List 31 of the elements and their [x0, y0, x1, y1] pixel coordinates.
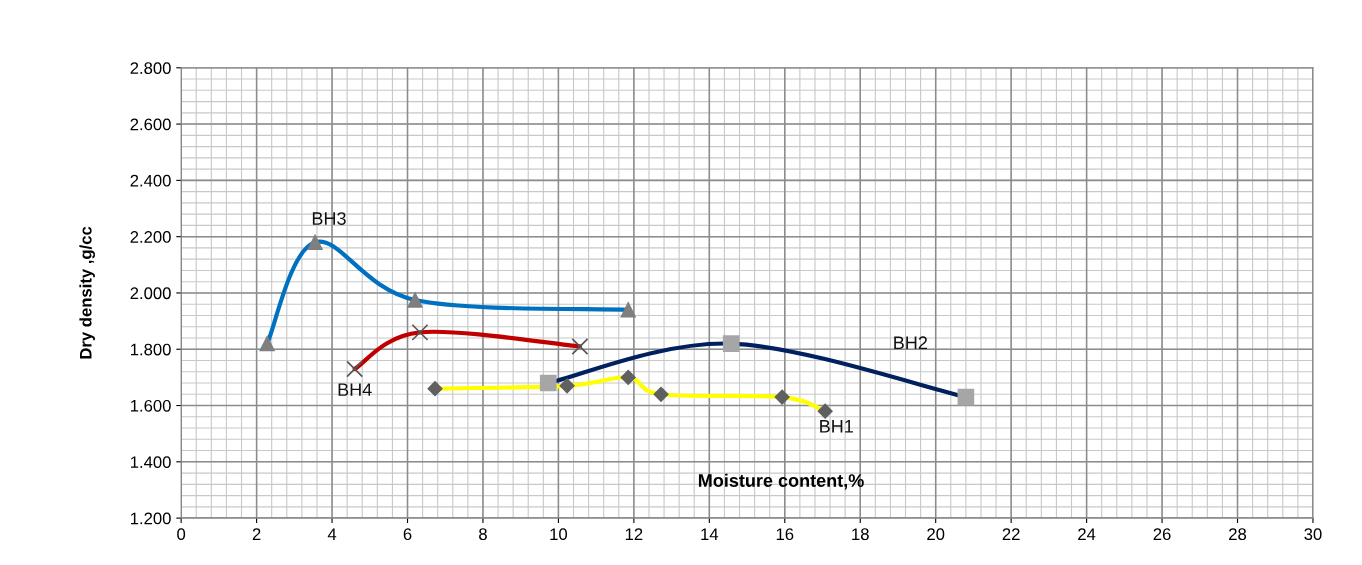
x-axis-title: Moisture content,%: [698, 473, 864, 490]
y-tick-label: 1.800: [130, 343, 171, 356]
x-tick-label: 28: [1229, 528, 1247, 541]
x-tick-label: 22: [1002, 528, 1020, 540]
x-tick-label: 24: [1078, 528, 1096, 540]
series-label: BH1: [820, 420, 853, 433]
y-tick-label: 2.400: [130, 174, 171, 187]
series-label: BH4: [338, 383, 372, 396]
x-tick-label: 26: [1153, 528, 1171, 541]
series-label: BH3: [312, 212, 346, 225]
x-tick-label: 2: [252, 528, 261, 540]
y-tick-label: 2.800: [130, 62, 171, 74]
x-tick-label: 20: [927, 528, 945, 541]
y-axis-title: Dry density ,g/cc: [79, 226, 95, 359]
y-tick-label: 1.400: [130, 456, 171, 469]
x-tick-label: 0: [177, 528, 186, 541]
x-tick-label: 16: [776, 528, 794, 541]
x-tick-label: 4: [327, 528, 337, 540]
x-tick-label: 8: [479, 528, 487, 541]
x-tick-label: 6: [403, 528, 412, 541]
y-tick-label: 1.200: [130, 512, 171, 525]
series-label: BH2: [894, 336, 927, 349]
y-tick-label: 2.200: [130, 231, 171, 243]
x-tick-label: 12: [625, 528, 643, 540]
x-tick-label: 18: [852, 528, 869, 541]
y-tick-label: 2.600: [130, 118, 171, 131]
x-tick-label: 14: [701, 528, 719, 540]
x-tick-label: 30: [1304, 528, 1322, 541]
y-tick-label: 2.000: [130, 287, 171, 300]
y-tick-label: 1.600: [130, 399, 171, 412]
x-tick-label: 10: [550, 528, 568, 541]
